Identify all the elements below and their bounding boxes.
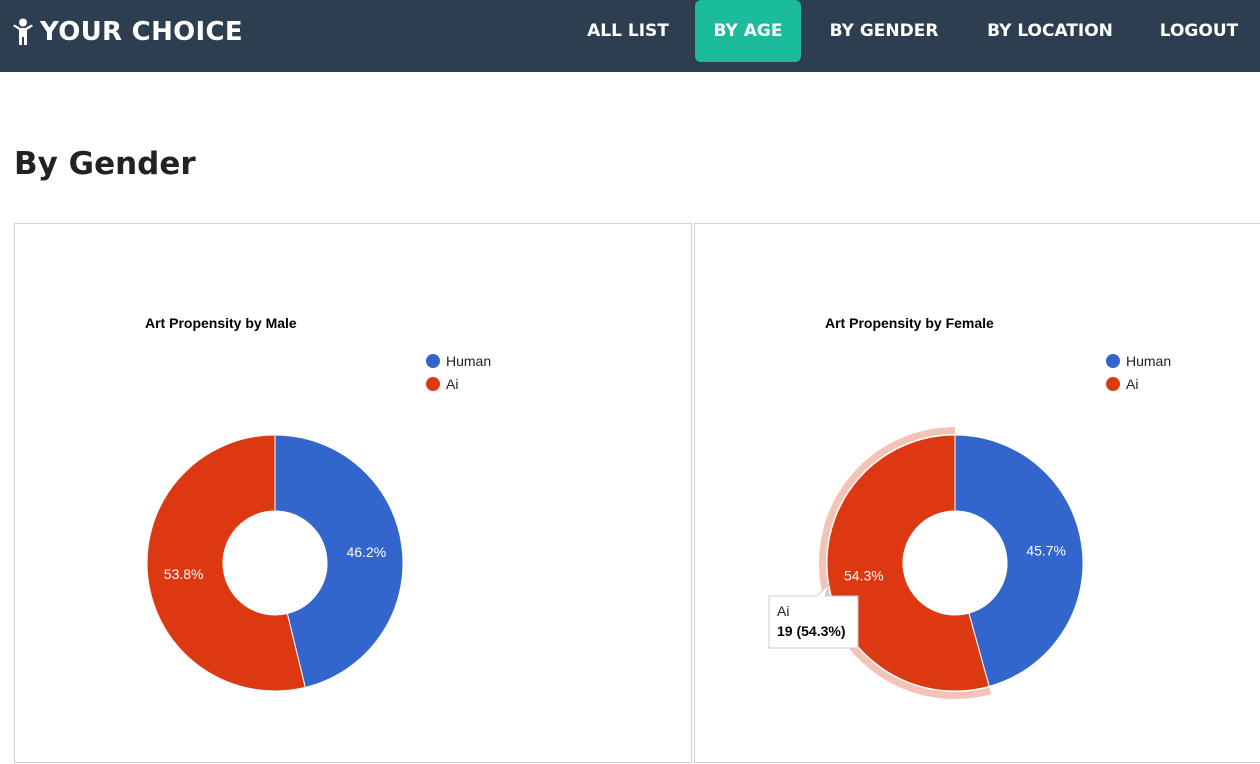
tooltip-label: Ai bbox=[777, 603, 789, 619]
legend-marker-human bbox=[1106, 354, 1120, 368]
slice-ai[interactable] bbox=[146, 434, 306, 692]
brand-logo[interactable]: YOUR CHOICE bbox=[12, 14, 243, 50]
legend-marker-ai bbox=[1106, 377, 1120, 391]
legend-label-human[interactable]: Human bbox=[1126, 353, 1171, 369]
legend-label-ai[interactable]: Ai bbox=[446, 376, 458, 392]
female-donut-chart: Art Propensity by Female Human Ai 45.7% 54.3… bbox=[768, 315, 1171, 699]
slice-label-human: 46.2% bbox=[346, 544, 386, 560]
slice-label-ai: 54.3% bbox=[844, 567, 884, 583]
male-chart-panel: Art Propensity by Male Human Ai 46.2% 53.8% bbox=[14, 223, 692, 763]
legend-label-human[interactable]: Human bbox=[446, 353, 491, 369]
legend-label-ai[interactable]: Ai bbox=[1126, 376, 1138, 392]
nav-by-gender[interactable]: BY GENDER bbox=[829, 21, 939, 41]
nav-by-location[interactable]: BY LOCATION bbox=[987, 21, 1113, 41]
nav-all-list[interactable]: ALL LIST bbox=[587, 21, 669, 41]
slice-ai[interactable] bbox=[826, 434, 990, 692]
legend-marker-ai bbox=[426, 377, 440, 391]
slice-label-human: 45.7% bbox=[1026, 543, 1066, 559]
chart-title: Art Propensity by Male bbox=[145, 315, 297, 331]
slice-label-ai: 53.8% bbox=[164, 566, 204, 582]
page-title: By Gender bbox=[14, 146, 196, 182]
male-donut-chart: Art Propensity by Male Human Ai 46.2% 53.8% bbox=[145, 315, 491, 692]
slice-tooltip: Ai 19 (54.3%) bbox=[768, 583, 859, 649]
nav-logout[interactable]: LOGOUT bbox=[1159, 21, 1239, 41]
slice-human[interactable] bbox=[954, 434, 1084, 687]
brand-label: YOUR CHOICE bbox=[40, 17, 243, 47]
chart-title: Art Propensity by Female bbox=[825, 315, 994, 331]
navbar: YOUR CHOICE ALL LIST BY AGE BY GENDER BY… bbox=[0, 0, 1260, 72]
tooltip-value: 19 (54.3%) bbox=[777, 623, 845, 639]
slice-human[interactable] bbox=[274, 434, 404, 688]
female-chart-panel: Art Propensity by Female Human Ai 45.7% 54.3… bbox=[694, 223, 1260, 763]
person-icon bbox=[13, 18, 33, 45]
legend-marker-human bbox=[426, 354, 440, 368]
nav-by-age[interactable]: BY AGE bbox=[695, 0, 801, 62]
